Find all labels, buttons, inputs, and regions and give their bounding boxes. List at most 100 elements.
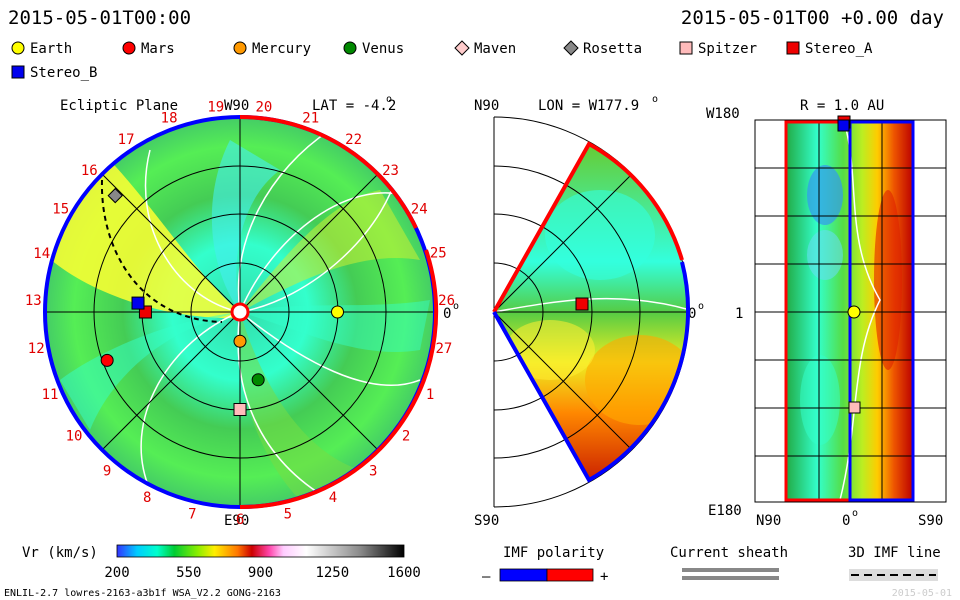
ecliptic-tick-label: 4 — [329, 490, 337, 506]
ecliptic-speed-structure — [45, 129, 430, 501]
legend-earth-label: Earth — [30, 41, 72, 57]
ecliptic-top-label: W90 — [224, 98, 249, 114]
meridional-lon: LON = W177.9 — [538, 98, 639, 114]
imf-plus: + — [600, 569, 608, 585]
ecliptic-tick-label: 25 — [430, 246, 447, 262]
body-legend: Earth Mars Mercury Venus Maven Rosetta Spitzer… — [11, 40, 873, 81]
legend-mars-icon — [122, 41, 136, 55]
map-speed-structure — [800, 124, 902, 501]
ecliptic-panel: Ecliptic Plane LAT = -4.2 o W90 E90 0 o — [25, 94, 459, 529]
ecliptic-polarity-red-2 — [239, 249, 439, 510]
footer-right: 2015-05-01 — [892, 588, 952, 599]
sheath-line-2 — [682, 576, 779, 580]
colorbar: Vr (km/s) 200 550 900 1250 1600 — [22, 544, 421, 581]
colorbar-tick-label: 550 — [176, 565, 201, 581]
legend-mercury-label: Mercury — [252, 41, 311, 57]
colorbar-tick-label: 900 — [248, 565, 273, 581]
ecliptic-tick-label: 2 — [402, 429, 410, 445]
ecliptic-tick-label: 26 — [438, 293, 455, 309]
legend-venus-icon — [343, 41, 357, 55]
current-sheath-line — [100, 179, 223, 323]
imf3d-legend: 3D IMF line — [848, 545, 941, 581]
ecliptic-tick-label: 1 — [426, 387, 434, 403]
map-xmid-degree: o — [852, 508, 858, 519]
map-xmid-label: 0 — [842, 513, 850, 529]
map-xleft-label: N90 — [756, 513, 781, 529]
ecliptic-tick-label: 22 — [345, 132, 362, 148]
ecliptic-tick-label: 27 — [435, 341, 452, 357]
sheath-line-1 — [682, 568, 779, 572]
current-sheath-legend: Current sheath — [670, 545, 788, 580]
ecliptic-tick-label: 11 — [42, 387, 59, 403]
ecliptic-tick-label: 7 — [188, 507, 196, 523]
map-stereo-b-marker — [837, 119, 850, 132]
ecliptic-mercury-marker — [233, 334, 247, 348]
imf3d-title: 3D IMF line — [848, 545, 941, 561]
meridional-stereo-a-marker — [575, 297, 589, 311]
ecliptic-tick-label: 20 — [255, 99, 272, 115]
legend-maven-label: Maven — [474, 41, 516, 57]
ecliptic-bottom-label: E90 — [224, 513, 249, 529]
ecliptic-right-label: 0 — [443, 306, 451, 322]
ecliptic-tick-label: 19 — [207, 99, 224, 115]
sun-marker — [230, 302, 250, 322]
colorbar-tick-label: 1250 — [315, 565, 349, 581]
colorbar-ticks: 200 550 900 1250 1600 — [104, 565, 421, 581]
imf-title: IMF polarity — [503, 545, 604, 561]
meridional-lon-degree: o — [652, 94, 658, 105]
meridional-right-degree: o — [698, 301, 704, 312]
meridional-right-label: 0 — [688, 306, 696, 322]
ecliptic-tick-label: 21 — [302, 110, 319, 126]
datetime-title: 2015-05-01T00:00 — [8, 7, 191, 29]
meridional-bottom-label: S90 — [474, 513, 499, 529]
ecliptic-venus-marker — [251, 373, 265, 387]
map-panel: R = 1.0 AU W180 1 E180 N90 0 o S90 — [706, 98, 947, 529]
imf-red-swatch — [546, 568, 594, 582]
ecliptic-tick-label: 18 — [161, 111, 178, 127]
legend-stereo-a-label: Stereo_A — [805, 41, 873, 57]
ecliptic-tick-label: 12 — [28, 341, 45, 357]
ecliptic-tick-label: 8 — [143, 490, 151, 506]
ecliptic-tick-label: 15 — [52, 202, 69, 218]
ecliptic-lat: LAT = -4.2 — [312, 98, 396, 114]
ecliptic-tick-label: 9 — [103, 464, 111, 480]
ecliptic-tick-label: 10 — [66, 429, 83, 445]
ecliptic-tick-label: 24 — [411, 201, 428, 217]
offset-title: 2015-05-01T00 +0.00 day — [681, 7, 944, 29]
meridional-speed-structure — [494, 190, 689, 425]
ecliptic-mars-marker — [100, 353, 114, 367]
meridional-panel: N90 LON = W177.9 o S90 0 o — [474, 94, 704, 529]
legend-maven-icon — [454, 40, 470, 56]
imf-polarity-legend: IMF polarity – + — [482, 545, 608, 585]
ecliptic-rosetta-marker — [107, 187, 123, 204]
ecliptic-tick-label: 3 — [369, 464, 377, 480]
colorbar-tick-label: 1600 — [387, 565, 421, 581]
ecliptic-tick-label: 17 — [118, 132, 135, 148]
map-mid-label: 1 — [735, 306, 743, 322]
map-bottom-label: E180 — [708, 503, 742, 519]
footer-left: ENLIL-2.7 lowres-2163-a3b1f WSA_V2.2 GON… — [4, 588, 281, 599]
legend-spitzer-icon — [679, 41, 693, 55]
meridional-polarity-blue — [492, 261, 691, 483]
ecliptic-tick-label: 5 — [284, 506, 292, 522]
meridional-top-label: N90 — [474, 98, 499, 114]
ecliptic-tick-label: 6 — [236, 512, 244, 528]
ecliptic-stereo-b-marker — [131, 296, 145, 310]
legend-rosetta-icon — [563, 40, 579, 56]
map-top-label: W180 — [706, 106, 740, 122]
ecliptic-lat-degree: o — [386, 94, 392, 105]
colorbar-gradient — [116, 544, 405, 558]
ecliptic-tick-label: 14 — [33, 246, 50, 262]
ecliptic-title: Ecliptic Plane — [60, 98, 178, 114]
imf-blue-swatch — [499, 568, 548, 582]
legend-rosetta-label: Rosetta — [583, 41, 642, 57]
legend-venus-label: Venus — [362, 41, 404, 57]
map-earth-marker — [847, 305, 861, 319]
ecliptic-markers — [100, 187, 344, 416]
colorbar-tick-label: 200 — [104, 565, 129, 581]
ecliptic-tick-label: 23 — [382, 163, 399, 179]
legend-stereo-b-label: Stereo_B — [30, 65, 97, 81]
map-r-label: R = 1.0 AU — [800, 98, 884, 114]
meridional-polarity-red — [492, 141, 684, 313]
sheath-title: Current sheath — [670, 545, 788, 561]
